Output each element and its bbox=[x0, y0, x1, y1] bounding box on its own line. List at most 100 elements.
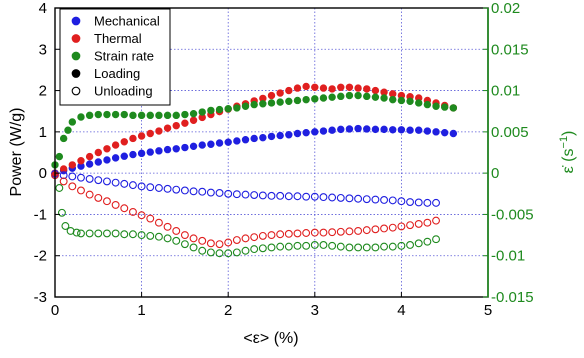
data-point bbox=[146, 214, 155, 223]
data-point bbox=[310, 228, 319, 237]
data-point bbox=[328, 193, 337, 202]
data-point bbox=[354, 84, 362, 92]
legend-marker-loading bbox=[71, 69, 81, 78]
series-strain-rate-loading bbox=[51, 91, 458, 169]
data-point bbox=[354, 124, 362, 133]
data-point bbox=[345, 194, 354, 203]
data-point bbox=[103, 197, 111, 206]
data-point bbox=[302, 241, 311, 250]
data-point bbox=[68, 182, 77, 191]
data-point bbox=[302, 95, 310, 104]
data-point bbox=[406, 198, 415, 206]
right-y-tick-label: -0.01 bbox=[491, 248, 525, 265]
data-point bbox=[432, 216, 440, 225]
data-point bbox=[94, 110, 103, 119]
data-point bbox=[276, 131, 284, 140]
left-y-tick-label: 0 bbox=[39, 165, 47, 182]
data-point bbox=[224, 249, 233, 258]
data-point bbox=[319, 193, 328, 202]
right-y-axis-title: ε̇ (s−1) bbox=[558, 131, 577, 174]
data-point bbox=[258, 191, 267, 200]
x-axis-ticks: 0 1 2 3 4 5 bbox=[51, 292, 492, 319]
data-point bbox=[363, 85, 371, 93]
data-point bbox=[94, 176, 103, 185]
data-point bbox=[146, 111, 154, 120]
data-point bbox=[129, 111, 137, 120]
data-point bbox=[224, 189, 233, 198]
data-point bbox=[397, 241, 406, 250]
data-point bbox=[224, 105, 232, 113]
data-point bbox=[137, 211, 146, 220]
data-point bbox=[85, 174, 94, 183]
data-point bbox=[423, 127, 432, 135]
data-point bbox=[146, 148, 154, 156]
data-point bbox=[55, 184, 64, 192]
right-y-axis-title-close: ) bbox=[560, 131, 577, 136]
data-point bbox=[423, 100, 432, 109]
data-point bbox=[293, 96, 302, 105]
data-point bbox=[241, 190, 250, 199]
right-y-tick-label: -0.005 bbox=[491, 206, 534, 223]
data-point bbox=[94, 148, 103, 157]
data-point bbox=[328, 241, 337, 250]
data-point bbox=[68, 172, 77, 181]
data-point bbox=[319, 241, 328, 249]
data-point bbox=[146, 129, 154, 138]
data-point bbox=[77, 229, 85, 238]
data-point bbox=[328, 93, 336, 101]
data-point bbox=[276, 98, 284, 106]
data-point bbox=[198, 141, 206, 149]
data-point bbox=[57, 208, 66, 217]
data-point bbox=[276, 89, 284, 97]
data-point bbox=[302, 192, 311, 201]
data-point bbox=[250, 100, 258, 109]
data-point bbox=[362, 226, 371, 235]
data-point bbox=[423, 237, 432, 246]
data-point bbox=[172, 111, 180, 120]
data-point bbox=[302, 229, 311, 237]
data-point bbox=[206, 188, 215, 197]
data-point bbox=[77, 157, 85, 165]
data-point bbox=[172, 236, 181, 245]
data-point bbox=[181, 110, 189, 119]
data-point bbox=[449, 129, 458, 138]
data-point bbox=[163, 124, 172, 132]
data-point bbox=[189, 243, 198, 252]
data-point bbox=[293, 84, 302, 92]
data-point bbox=[137, 111, 146, 120]
legend-marker-strain-rate bbox=[71, 51, 81, 61]
data-point bbox=[388, 196, 397, 205]
data-point bbox=[120, 152, 128, 160]
data-point bbox=[224, 138, 232, 146]
legend: Mechanical Thermal Strain rate Loading Unloa… bbox=[59, 8, 171, 106]
data-point bbox=[137, 231, 146, 240]
data-point bbox=[137, 132, 146, 140]
data-point bbox=[363, 125, 371, 133]
data-point bbox=[163, 184, 172, 193]
data-point bbox=[103, 145, 111, 153]
data-point bbox=[215, 139, 224, 147]
data-point bbox=[397, 197, 406, 206]
data-point bbox=[59, 177, 68, 186]
series-mechanical-unloading bbox=[51, 170, 440, 207]
data-point bbox=[111, 154, 120, 162]
series-thermal-unloading bbox=[51, 171, 440, 249]
data-point bbox=[241, 136, 250, 144]
data-point bbox=[85, 111, 94, 120]
data-point bbox=[85, 190, 94, 199]
data-point bbox=[258, 244, 267, 253]
data-point bbox=[345, 227, 354, 236]
data-point bbox=[155, 127, 163, 135]
data-point bbox=[336, 242, 345, 251]
data-point bbox=[206, 239, 215, 248]
data-point bbox=[181, 143, 189, 152]
data-point bbox=[449, 104, 458, 112]
data-point bbox=[111, 200, 120, 209]
data-point bbox=[432, 128, 440, 136]
data-point bbox=[259, 100, 267, 108]
data-point bbox=[172, 185, 181, 194]
right-y-tick-label: 0.005 bbox=[491, 124, 529, 141]
data-point bbox=[337, 92, 345, 101]
data-point bbox=[310, 192, 319, 201]
